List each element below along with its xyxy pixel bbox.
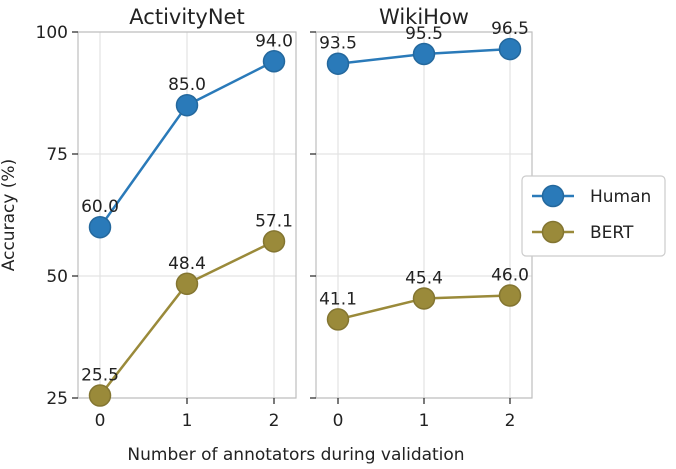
x-tick-label: 0 — [95, 411, 106, 431]
data-label-bert: 41.1 — [319, 289, 357, 309]
y-tick-label: 75 — [46, 145, 68, 165]
panel-wikihow: WikiHow 0 1 2 93.5 95.5 96.5 41.1 45.4 46.0 — [310, 5, 533, 431]
data-point-human — [412, 42, 436, 66]
data-point-human — [498, 37, 522, 61]
legend-marker-bert — [541, 220, 565, 244]
x-tick-label: 2 — [505, 411, 516, 431]
data-point-human — [326, 52, 350, 75]
data-label-human: 93.5 — [319, 34, 357, 54]
y-tick-label: 100 — [36, 23, 68, 43]
x-tick-label: 0 — [333, 411, 344, 431]
data-point-bert — [412, 287, 436, 310]
data-label-human: 94.0 — [255, 31, 293, 51]
data-point-bert — [262, 230, 286, 253]
data-label-bert: 25.5 — [81, 366, 119, 386]
chart-panels: ActivityNet 25 50 75 100 0 1 2 60.0 85.0 94.0 25.5 4… — [36, 5, 533, 431]
legend-marker-human — [541, 184, 565, 208]
y-axis-label: Accuracy (%) — [0, 159, 19, 271]
x-tick-label: 1 — [182, 411, 193, 431]
data-label-bert: 45.4 — [405, 268, 443, 288]
x-axis-label: Number of annotators during validation — [127, 445, 464, 465]
data-point-human — [175, 93, 199, 117]
data-point-bert — [88, 384, 112, 407]
legend: Human BERT — [521, 175, 666, 257]
panel-title: ActivityNet — [129, 5, 244, 29]
data-label-human: 95.5 — [405, 24, 443, 44]
data-label-human: 60.0 — [81, 197, 119, 217]
data-label-human: 85.0 — [168, 75, 206, 95]
data-point-human — [88, 215, 112, 239]
data-point-human — [262, 50, 286, 73]
panel-activitynet: ActivityNet 25 50 75 100 0 1 2 60.0 85.0 94.0 25.5 4… — [36, 5, 297, 431]
data-label-human: 96.5 — [491, 19, 529, 39]
panel-title: WikiHow — [379, 5, 469, 29]
legend-label-bert: BERT — [590, 223, 634, 243]
data-label-bert: 48.4 — [168, 254, 206, 274]
y-tick-label: 50 — [46, 267, 68, 287]
x-tick-label: 2 — [269, 411, 280, 431]
data-point-bert — [175, 272, 199, 296]
data-label-bert: 46.0 — [491, 266, 529, 286]
data-label-bert: 57.1 — [255, 211, 293, 231]
data-point-bert — [498, 284, 522, 307]
data-point-bert — [326, 308, 350, 331]
x-tick-label: 1 — [419, 411, 430, 431]
legend-label-human: Human — [590, 187, 651, 207]
y-tick-label: 25 — [46, 389, 68, 409]
